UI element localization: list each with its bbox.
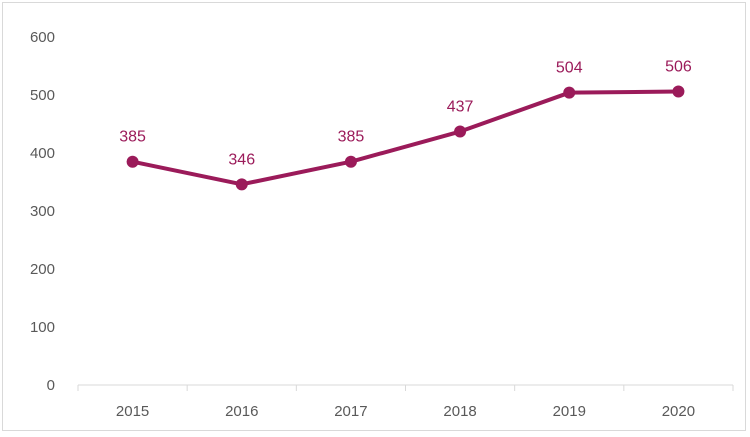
y-tick-label: 600	[30, 29, 55, 46]
line-chart: 0 100 200 300 400 500 600 2015 2016 2017 2018 2019…	[30, 29, 734, 420]
data-label: 385	[119, 129, 146, 146]
y-tick-label: 0	[47, 377, 55, 394]
data-label: 385	[338, 129, 365, 146]
x-axis: 2015 2016 2017 2018 2019 2020	[77, 384, 734, 420]
y-tick-label: 400	[30, 145, 55, 162]
data-label: 506	[665, 59, 692, 76]
data-label: 346	[228, 151, 255, 168]
data-label: 504	[556, 60, 583, 77]
x-tick-label: 2019	[553, 403, 586, 420]
data-point	[344, 155, 357, 168]
data-labels: 385 346 385 437 504 506	[119, 59, 692, 169]
x-tick-label: 2017	[334, 403, 367, 420]
data-label: 437	[447, 99, 474, 116]
x-tick-label: 2018	[443, 403, 476, 420]
data-point	[563, 86, 576, 99]
x-tick-label: 2016	[225, 403, 258, 420]
series-layer	[130, 89, 681, 187]
y-tick-label: 100	[30, 319, 55, 336]
y-tick-label: 200	[30, 261, 55, 278]
y-tick-label: 500	[30, 87, 55, 104]
data-point	[454, 125, 467, 138]
data-point	[235, 178, 248, 191]
data-point	[672, 85, 685, 98]
data-point	[126, 155, 139, 168]
x-tick-label: 2020	[662, 403, 695, 420]
data-points	[126, 85, 685, 191]
series-line	[130, 89, 681, 187]
y-axis-tick-labels: 0 100 200 300 400 500 600	[30, 29, 55, 394]
chart-container: 0 100 200 300 400 500 600 2015 2016 2017 2018 2019…	[2, 2, 746, 431]
y-tick-label: 300	[30, 203, 55, 220]
x-tick-label: 2015	[116, 403, 149, 420]
